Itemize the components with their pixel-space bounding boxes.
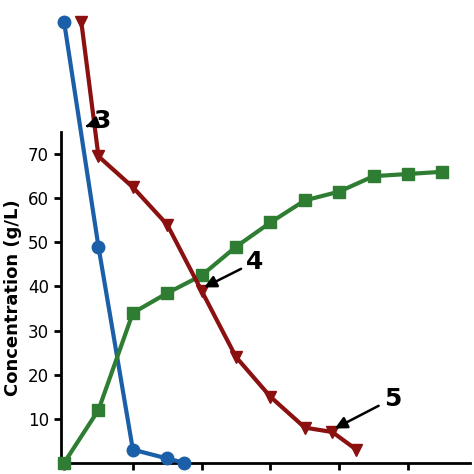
Text: 5: 5 bbox=[337, 387, 401, 427]
Text: 4: 4 bbox=[207, 250, 264, 286]
Text: 3: 3 bbox=[87, 109, 111, 133]
Y-axis label: Concentration (g/L): Concentration (g/L) bbox=[4, 199, 22, 396]
